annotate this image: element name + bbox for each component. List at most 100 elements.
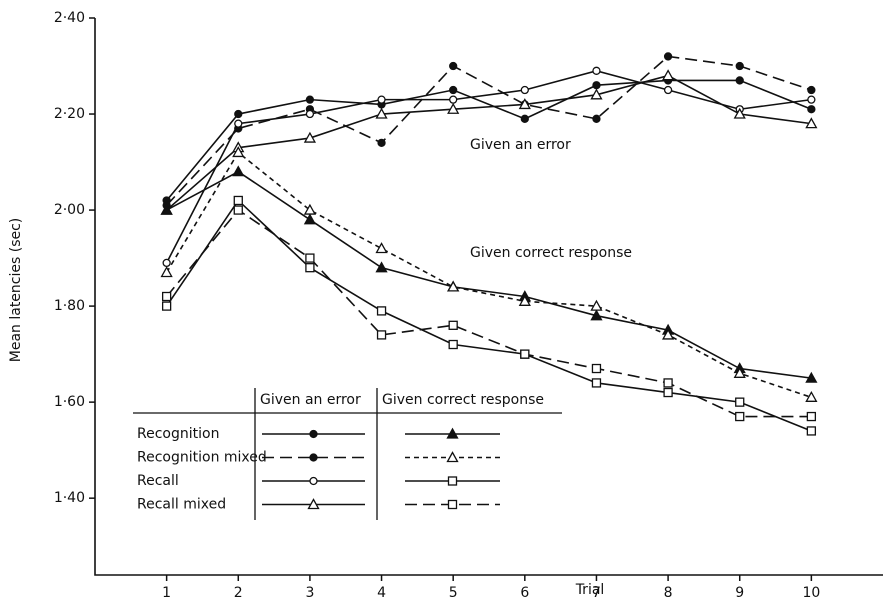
marker — [449, 61, 458, 71]
marker — [375, 107, 388, 119]
x-tick-label: 1 — [162, 585, 171, 599]
marker — [592, 66, 601, 75]
marker — [520, 349, 530, 359]
marker — [448, 320, 458, 330]
marker — [663, 387, 673, 398]
marker — [592, 81, 601, 90]
axes — [94, 18, 883, 576]
marker — [303, 213, 317, 225]
x-tick-label: 7 — [592, 585, 601, 599]
marker — [733, 366, 746, 378]
y-tick-label: 1·40 — [54, 490, 85, 506]
marker — [807, 105, 816, 114]
marker — [305, 109, 315, 119]
marker — [232, 165, 245, 177]
marker — [233, 205, 243, 215]
x-tick-label: 10 — [802, 585, 820, 599]
marker — [233, 195, 243, 206]
marker — [234, 119, 243, 128]
marker — [663, 52, 673, 61]
marker — [234, 109, 243, 119]
marker — [305, 263, 315, 273]
series-line — [165, 69, 812, 264]
marker — [448, 339, 458, 350]
marker — [518, 294, 531, 306]
marker — [375, 242, 388, 254]
marker — [377, 138, 386, 147]
marker — [162, 258, 171, 268]
marker — [447, 280, 460, 292]
marker — [590, 299, 603, 311]
marker — [305, 253, 315, 263]
marker — [447, 102, 460, 114]
marker — [661, 69, 675, 81]
series-line — [166, 170, 812, 379]
x-tick-label: 8 — [664, 585, 673, 599]
marker — [735, 411, 745, 422]
y-axis-label: Mean latencies (sec) — [8, 218, 24, 363]
marker — [160, 266, 173, 278]
y-tick-label: 1·60 — [54, 394, 85, 410]
marker — [375, 261, 388, 273]
marker — [305, 95, 315, 104]
x-tick-label: 9 — [735, 585, 744, 599]
marker — [663, 85, 673, 95]
marker — [806, 426, 817, 436]
legend-header: Given an error — [260, 392, 361, 408]
marker — [160, 203, 173, 215]
marker — [377, 95, 386, 104]
marker — [591, 378, 602, 388]
y-tick-label: 1·80 — [54, 298, 85, 314]
series-line — [166, 74, 812, 211]
marker — [735, 76, 744, 85]
marker — [807, 85, 816, 95]
marker — [309, 453, 318, 462]
marker — [735, 397, 745, 407]
x-tick-label: 4 — [377, 585, 386, 599]
marker — [590, 88, 603, 100]
marker — [449, 95, 458, 104]
marker — [376, 330, 387, 340]
marker — [807, 95, 816, 104]
marker — [520, 114, 529, 123]
marker — [805, 117, 818, 129]
marker — [309, 476, 318, 486]
marker — [520, 85, 529, 95]
marker — [161, 301, 172, 311]
marker — [446, 427, 459, 439]
marker — [591, 363, 602, 374]
legend-header: Given correct response — [382, 392, 544, 408]
x-tick-label: 6 — [520, 585, 529, 599]
series-line — [166, 209, 812, 418]
series-line — [166, 55, 812, 206]
series-line — [166, 79, 812, 201]
marker — [733, 107, 746, 119]
marker — [592, 114, 601, 123]
marker — [735, 61, 744, 71]
marker — [376, 306, 387, 316]
marker — [307, 498, 320, 510]
marker — [303, 203, 317, 215]
marker — [161, 291, 172, 302]
y-tick-label: 2·00 — [54, 202, 85, 218]
marker — [661, 328, 675, 340]
marker — [303, 131, 317, 143]
x-axis-label: Trial — [575, 582, 605, 598]
annotation: Given an error — [470, 137, 571, 153]
marker — [590, 309, 603, 321]
marker — [806, 411, 817, 422]
x-tick-label: 2 — [234, 585, 243, 599]
marker — [805, 371, 818, 383]
y-tick-label: 2·40 — [54, 10, 85, 26]
marker — [449, 85, 458, 95]
marker — [447, 499, 458, 510]
marker — [232, 146, 245, 158]
marker — [446, 451, 459, 463]
legend-label: Recall mixed — [137, 497, 226, 513]
marker — [447, 476, 458, 486]
legend-label: Recall — [137, 473, 179, 489]
marker — [518, 98, 531, 110]
marker — [663, 378, 673, 388]
marker — [309, 429, 318, 439]
